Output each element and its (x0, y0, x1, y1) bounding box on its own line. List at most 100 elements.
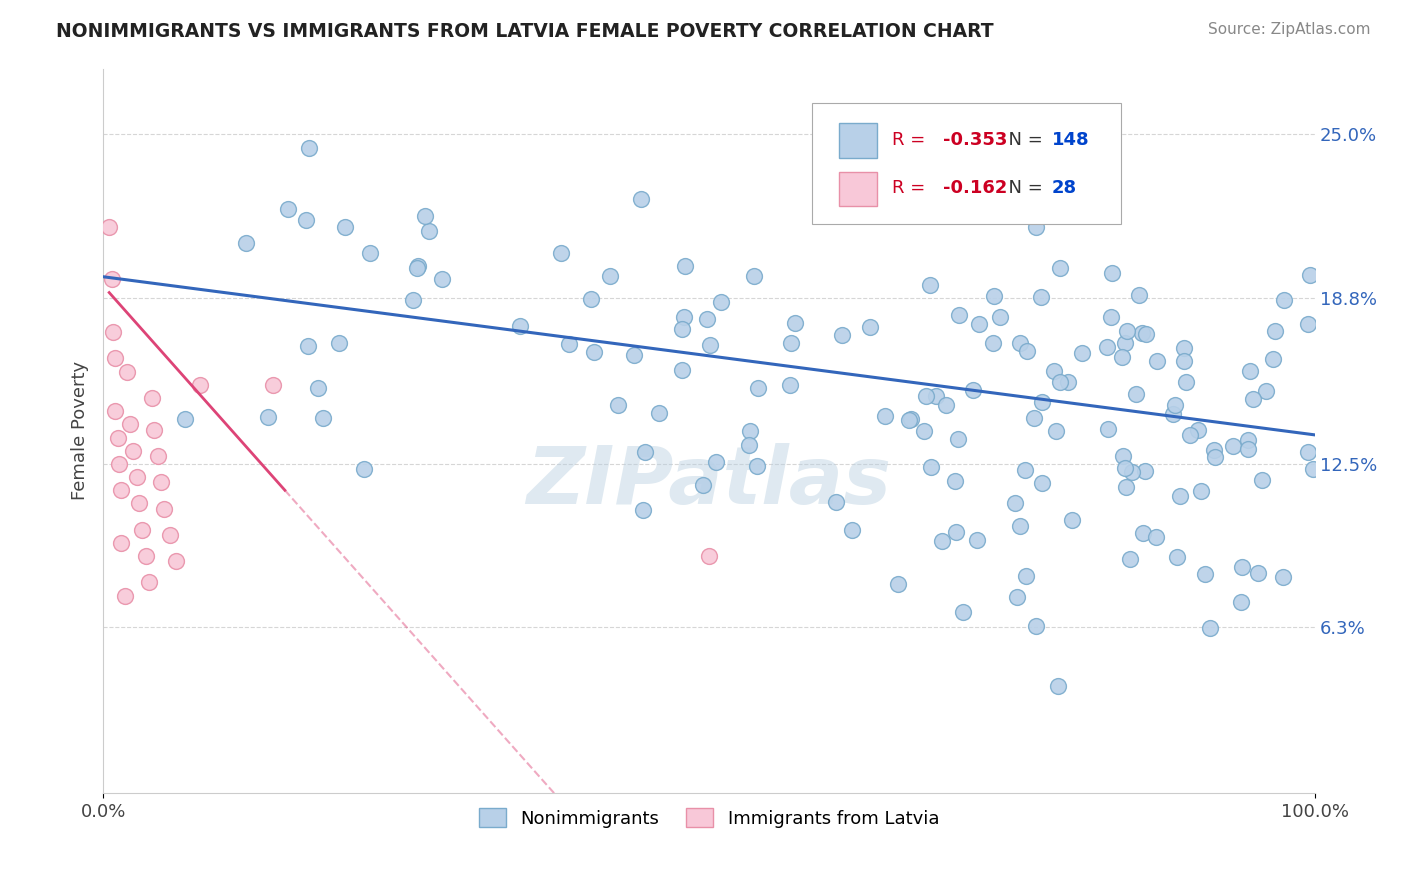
Point (1163, 398, 1185, 412)
Point (1115, 324, 1137, 338)
Text: N =: N = (997, 131, 1049, 149)
Point (152, 501, 174, 516)
Y-axis label: Female Poverty: Female Poverty (72, 361, 89, 500)
Point (1302, 462, 1324, 476)
Point (401, 293, 423, 307)
Point (966, 533, 988, 547)
Point (117, 365, 139, 379)
Point (1132, 525, 1154, 540)
Point (114, 589, 136, 603)
Point (558, 336, 581, 351)
Text: R =: R = (891, 131, 931, 149)
Point (1135, 464, 1157, 478)
Point (738, 438, 761, 452)
Point (295, 213, 318, 227)
Point (353, 462, 375, 476)
Point (671, 363, 693, 377)
Point (1222, 439, 1244, 453)
Text: 28: 28 (1052, 179, 1077, 197)
Point (125, 470, 148, 484)
Point (785, 316, 807, 330)
Point (886, 577, 908, 591)
Point (1029, 290, 1052, 304)
Text: Source: ZipAtlas.com: Source: ZipAtlas.com (1208, 22, 1371, 37)
Point (335, 219, 357, 234)
Point (671, 322, 693, 336)
Point (1049, 376, 1071, 390)
Bar (838, 171, 877, 206)
Point (1008, 519, 1031, 533)
Point (924, 389, 946, 403)
Point (631, 503, 654, 517)
Text: NONIMMIGRANTS VS IMMIGRANTS FROM LATVIA FEMALE POVERTY CORRELATION CHART: NONIMMIGRANTS VS IMMIGRANTS FROM LATVIA … (56, 22, 994, 41)
Point (110, 536, 132, 550)
Point (1004, 496, 1026, 510)
Point (1101, 266, 1123, 280)
Point (633, 445, 655, 459)
Point (128, 496, 150, 510)
Point (1263, 352, 1285, 367)
Point (1174, 376, 1197, 390)
Point (981, 335, 1004, 350)
Point (413, 209, 436, 223)
Point (110, 483, 132, 498)
Point (962, 383, 984, 397)
Point (1189, 483, 1212, 498)
Point (1272, 293, 1295, 308)
Point (747, 381, 769, 395)
Point (1146, 354, 1168, 368)
Point (1296, 444, 1319, 458)
Text: 148: 148 (1052, 131, 1090, 149)
Point (141, 391, 163, 405)
Point (1187, 423, 1209, 437)
Point (1008, 336, 1031, 351)
Point (1114, 335, 1136, 350)
FancyBboxPatch shape (813, 103, 1121, 225)
Point (692, 478, 714, 492)
Point (150, 475, 173, 490)
Point (328, 335, 350, 350)
Point (146, 449, 169, 463)
Point (946, 432, 969, 446)
Point (915, 389, 938, 403)
Point (550, 246, 572, 260)
Text: N =: N = (997, 179, 1049, 197)
Point (1194, 567, 1216, 582)
Point (779, 336, 801, 351)
Point (138, 575, 160, 590)
Point (188, 377, 211, 392)
Point (1014, 463, 1036, 477)
Text: -0.353: -0.353 (943, 131, 1007, 149)
Point (1025, 219, 1047, 234)
Point (1045, 424, 1067, 438)
Point (967, 317, 990, 331)
Point (307, 381, 329, 395)
Point (1232, 560, 1254, 574)
Point (256, 410, 278, 425)
Point (704, 454, 727, 468)
Point (623, 348, 645, 362)
Point (1046, 680, 1069, 694)
Point (630, 192, 652, 206)
Point (1017, 344, 1039, 359)
Point (122, 443, 145, 458)
Point (738, 425, 761, 439)
Point (1112, 449, 1135, 463)
Point (1230, 594, 1253, 608)
Point (943, 474, 966, 488)
Point (745, 458, 768, 473)
Point (599, 269, 621, 284)
Point (1095, 340, 1118, 354)
Point (118, 417, 141, 432)
Point (912, 424, 935, 438)
Point (825, 495, 848, 509)
Point (900, 412, 922, 426)
Point (898, 413, 921, 427)
Point (143, 423, 166, 437)
Point (1299, 268, 1322, 282)
Text: ZIPatlas: ZIPatlas (526, 442, 891, 521)
Point (1168, 489, 1191, 503)
Point (277, 202, 299, 217)
Point (312, 411, 335, 425)
Point (509, 318, 531, 333)
